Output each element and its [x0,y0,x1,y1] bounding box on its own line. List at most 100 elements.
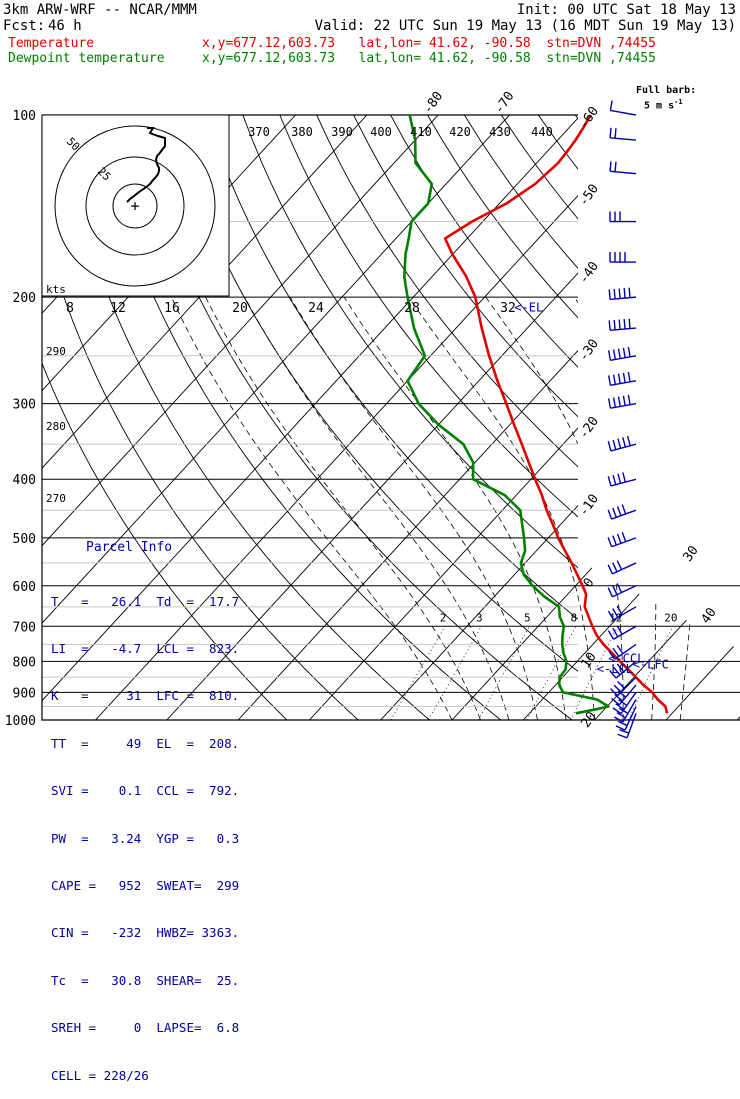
wind-barb-flag [623,472,626,482]
wind-barb [608,532,636,547]
wind-barb-flag [618,734,627,737]
wind-barb-staff [610,138,636,140]
speed-tick-label: 24 [308,301,324,316]
dry-adiabat [612,115,740,733]
speed-tick-label: 20 [232,301,248,316]
wind-barb [609,347,636,360]
wind-barb-flag [608,588,612,597]
wind-barb-flag [617,626,622,635]
dry-adiabat [391,115,740,733]
wind-barb [609,288,636,300]
wind-barb [609,319,636,331]
hodograph-origin-icon: + [130,197,139,215]
wind-barb-flag [613,563,617,572]
isotherm [238,115,740,720]
pressure-label: 1000 [5,714,36,729]
wind-barb-flag [624,288,625,298]
wind-barb-flag [609,289,610,299]
wind-barb-flag [628,347,630,357]
wind-barb-flag [614,685,621,692]
dry-adiabat [501,115,740,733]
wind-barb-staff [610,297,636,299]
dry-adiabat [723,115,740,733]
theta-e-label: 280 [46,420,66,433]
isotherm-label: -60 [576,104,602,132]
wind-barb-flag [613,440,616,450]
wind-barb-flag [618,506,621,515]
wind-barb-flag [610,128,611,138]
wind-barb-flag [619,320,620,330]
wind-barb [608,472,636,486]
isotherm-label: 30 [680,543,701,564]
pressure-label: 800 [13,655,36,670]
theta-tick-label: 410 [410,125,432,139]
mixing-ratio-label: 5 [524,611,531,624]
wind-barb [608,505,636,520]
barb-legend-value: 5 m s-1 [644,95,683,113]
wind-barb-flag [608,476,611,486]
parcel-row-sreh: SREH = 0 LAPSE= 6.8 [51,1020,239,1036]
wind-barb [608,561,636,574]
theta-tick-label: 440 [531,125,553,139]
wind-barb-flag [614,375,616,385]
wind-barb-flag [614,350,616,360]
isotherm-label: -20 [576,414,602,442]
wind-barb-flag [628,395,630,405]
isotherm [666,115,740,720]
wind-barb-flag [608,441,611,451]
speed-tick-label: 8 [66,301,74,316]
wind-barb [610,161,636,173]
wind-barb-staff [610,328,636,330]
moist-adiabat [290,297,537,720]
wind-barb-staff [613,626,636,639]
isotherm-label: -50 [576,182,602,210]
wind-barb-flag [608,510,611,519]
dry-adiabat [686,115,740,733]
wind-barb-flag [609,320,610,330]
mixing-ratio-label: 3 [476,611,483,624]
wind-barb-flag [614,320,615,330]
wind-barb [610,252,636,262]
wind-barb-flag [615,162,616,172]
pressure-label: 100 [13,109,36,124]
theta-tick-label: 390 [331,125,353,139]
mixing-ratio-label: 2 [440,611,447,624]
dry-adiabat [649,115,740,733]
wind-barb-flag [623,373,625,383]
wind-barb-flag [628,436,631,446]
wind-barb-flag [623,396,625,406]
theta-tick-label: 370 [248,125,270,139]
wind-barb [608,436,636,451]
moist-adiabat [409,297,595,720]
mixing-ratio-label: 20 [664,611,677,624]
theta-tick-label: 430 [489,125,511,139]
speed-tick-label: 16 [164,301,180,316]
wind-barb-staff [610,110,636,115]
wind-barb-flag [619,349,621,359]
wind-barb-flag [629,319,630,329]
pressure-label: 600 [13,580,36,595]
isotherm [595,115,740,720]
wind-barb-staff [618,677,636,695]
wind-barb-flag [618,682,625,689]
dry-adiabat [280,115,740,733]
level-annotation: <-LFC [633,658,669,672]
mixing-ratio-line [391,626,445,720]
wind-barb-flag [623,437,626,447]
wind-barb-flag [609,398,611,408]
wind-barb-flag [613,628,618,637]
isotherm [381,115,740,720]
wind-barb-flag [608,631,613,640]
wind-barb-flag [609,350,611,360]
wind-barb [609,395,636,408]
wind-barb [616,707,636,731]
wind-barb [608,626,636,640]
wind-barb-flag [614,289,615,299]
wind-barb-flag [624,319,625,329]
wind-barb [610,128,636,140]
wind-barb-staff [610,171,636,173]
wind-barb-flag [629,288,630,298]
wind-barb-flag [619,289,620,299]
wind-barb-flag [615,128,616,138]
